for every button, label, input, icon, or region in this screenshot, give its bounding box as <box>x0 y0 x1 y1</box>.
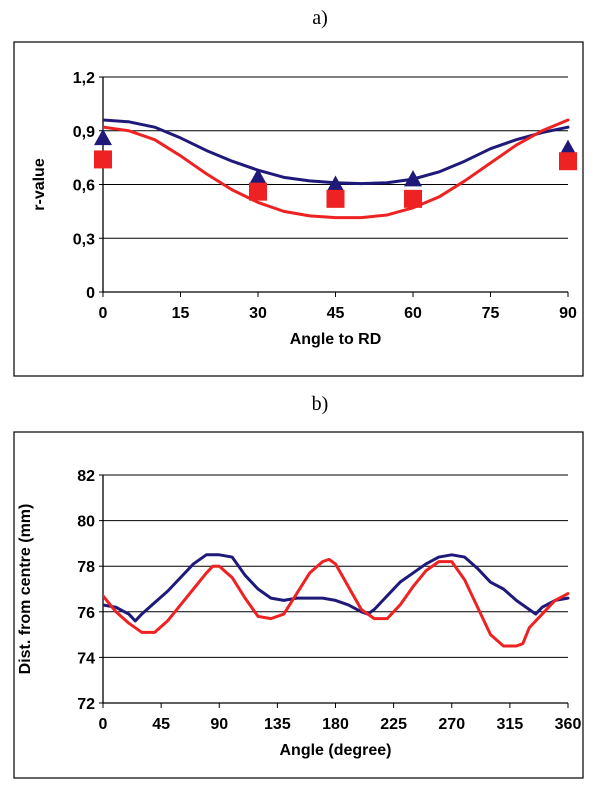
chart-a-x-tick-label: 60 <box>404 305 422 322</box>
chart-b-x-tick-label: 45 <box>152 716 170 733</box>
chart-a-square-point <box>249 183 267 201</box>
chart-a-x-tick-label: 0 <box>99 305 108 322</box>
chart-b-y-tick-label: 82 <box>77 468 95 485</box>
chart-b-x-tick-label: 0 <box>99 716 108 733</box>
chart-a-y-axis-title: r-value <box>31 158 48 211</box>
chart-b-x-axis-title: Angle (degree) <box>279 742 391 759</box>
chart-a-x-tick-label: 45 <box>327 305 345 322</box>
chart-b-x-tick-label: 315 <box>497 716 524 733</box>
panel-label-b: b) <box>312 393 329 415</box>
chart-b-y-tick-label: 80 <box>77 514 95 531</box>
chart-b-x-tick-label: 90 <box>210 716 228 733</box>
chart-a-square-point <box>404 190 422 208</box>
chart-b-x-tick-label: 180 <box>322 716 349 733</box>
chart-a-y-tick-label: 0 <box>86 285 95 302</box>
chart-b-y-tick-label: 72 <box>77 696 95 713</box>
panel-label-a: a) <box>312 7 328 29</box>
chart-a-y-tick-label: 0,3 <box>73 231 95 248</box>
chart-b-y-tick-label: 78 <box>77 559 95 576</box>
chart-a-y-tick-label: 0,9 <box>73 124 95 141</box>
chart-b-y-tick-label: 74 <box>77 650 95 667</box>
chart-a-square-point <box>559 152 577 170</box>
chart-a-x-tick-label: 30 <box>249 305 267 322</box>
chart-a-y-tick-label: 0,6 <box>73 178 95 195</box>
chart-a-x-tick-label: 75 <box>482 305 500 322</box>
chart-b-y-axis-title: Dist. from centre (mm) <box>17 504 34 675</box>
chart-b-x-tick-label: 360 <box>555 716 582 733</box>
chart-a-square-point <box>327 190 345 208</box>
chart-a-x-tick-label: 90 <box>559 305 577 322</box>
chart-a-x-tick-label: 15 <box>172 305 190 322</box>
chart-b-x-tick-label: 270 <box>438 716 465 733</box>
chart-b-x-tick-label: 225 <box>380 716 407 733</box>
chart-b-x-tick-label: 135 <box>264 716 291 733</box>
chart-b-y-tick-label: 76 <box>77 605 95 622</box>
chart-a-y-tick-label: 1,2 <box>73 70 95 87</box>
chart-a-square-point <box>94 150 112 168</box>
chart-a-x-axis-title: Angle to RD <box>290 331 382 348</box>
chart-a-frame <box>14 42 583 376</box>
